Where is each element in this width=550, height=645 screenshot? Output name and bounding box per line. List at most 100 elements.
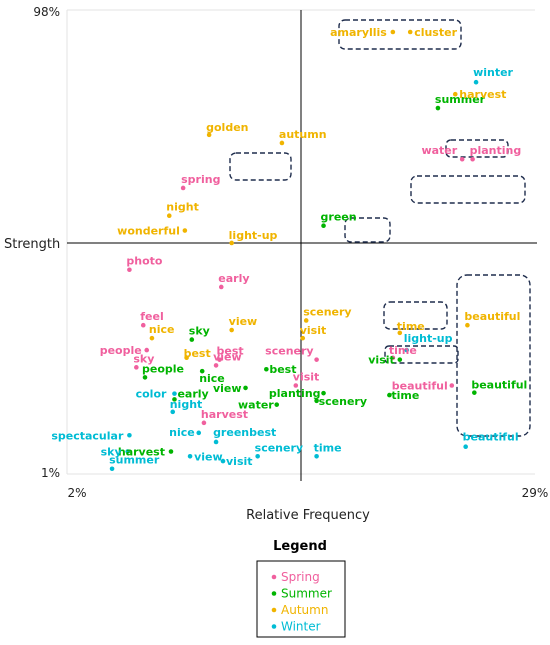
point-winter-color xyxy=(172,391,177,396)
label-winter-spectacular: spectacular xyxy=(51,429,124,442)
label-autumn-autumn: autumn xyxy=(279,128,327,141)
label-winter-summer: summer xyxy=(109,454,160,467)
x-tick-label-min: 2% xyxy=(67,486,86,500)
point-summer-harvest xyxy=(168,449,174,454)
label-winter-visit: visit xyxy=(226,455,253,468)
legend-marker-autumn xyxy=(271,607,277,613)
label-spring-early: early xyxy=(218,272,249,285)
label-summer-summer: summer xyxy=(435,93,486,106)
label-summer-time: time xyxy=(391,389,419,402)
legend-box xyxy=(256,560,346,638)
point-autumn-autumn xyxy=(279,140,285,146)
point-winter-greenbest xyxy=(213,439,219,445)
point-winter-beautiful xyxy=(463,444,468,450)
point-autumn-light-up xyxy=(229,240,234,246)
highlight-box-beautiful-column xyxy=(456,274,531,437)
label-winter-beautiful: beautiful xyxy=(463,431,519,444)
label-autumn-visit: visit xyxy=(300,324,327,337)
label-winter-view: view xyxy=(194,450,223,463)
highlight-box-water-planting xyxy=(410,175,526,204)
point-spring-sky xyxy=(134,365,139,370)
point-summer-time xyxy=(387,392,392,398)
point-winter-spectacular xyxy=(127,432,132,438)
point-winter-nice xyxy=(196,430,202,436)
label-spring-photo: photo xyxy=(126,255,163,268)
label-autumn-night: night xyxy=(166,201,199,214)
point-winter-time xyxy=(314,454,319,459)
label-summer-scenery: scenery xyxy=(319,395,367,408)
point-spring-feel xyxy=(140,322,146,328)
point-winter-light-up xyxy=(404,347,410,353)
label-summer-people: people xyxy=(142,362,184,375)
point-spring-early xyxy=(218,284,224,290)
label-spring-time: time xyxy=(389,344,417,357)
y-tick-label-max: 98% xyxy=(33,5,60,19)
label-spring-beautiful: beautiful xyxy=(392,380,448,393)
label-summer-harvest: harvest xyxy=(118,446,165,459)
highlight-boxes xyxy=(229,19,531,437)
point-spring-spring xyxy=(180,185,186,191)
point-spring-time xyxy=(390,355,396,361)
point-spring-view xyxy=(213,363,219,368)
label-summer-early: early xyxy=(177,387,208,400)
label-autumn-view: view xyxy=(229,315,258,328)
label-spring-view: view xyxy=(213,350,242,363)
label-summer-nice: nice xyxy=(199,372,225,385)
legend: Legend Spring Summer Autumn Winter xyxy=(256,539,346,638)
label-autumn-best: best xyxy=(184,347,211,360)
point-autumn-best xyxy=(184,355,189,361)
legend-label-autumn: Autumn xyxy=(281,603,328,617)
point-autumn-scenery xyxy=(303,318,309,323)
label-autumn-scenery: scenery xyxy=(303,305,351,318)
label-winter-color: color xyxy=(136,388,167,401)
point-labels: plantingwaterspringphotoearlyfeelpeoples… xyxy=(51,26,527,468)
label-spring-people: people xyxy=(100,344,142,357)
quadrant-axes xyxy=(66,9,537,481)
point-spring-water xyxy=(459,156,465,162)
point-autumn-beautiful xyxy=(465,322,470,328)
label-summer-view: view xyxy=(213,382,242,395)
point-winter-view xyxy=(187,454,193,459)
legend-label-spring: Spring xyxy=(281,570,320,584)
label-spring-sky: sky xyxy=(133,352,154,365)
label-winter-greenbest: greenbest xyxy=(213,426,276,439)
point-autumn-amaryllis xyxy=(390,29,396,35)
highlight-box-golden xyxy=(229,152,292,181)
label-winter-nice: nice xyxy=(169,426,195,439)
point-summer-view xyxy=(243,385,248,391)
highlight-box-amaryllis-cluster xyxy=(338,19,462,50)
point-autumn-harvest xyxy=(452,91,458,97)
data-points xyxy=(109,29,479,472)
label-summer-visit: visit xyxy=(368,354,395,367)
highlight-box-beautiful-spring xyxy=(384,345,459,364)
point-autumn-night xyxy=(166,213,172,218)
point-spring-scenery xyxy=(314,357,319,362)
x-axis-title: Relative Frequency xyxy=(246,508,370,523)
point-autumn-wonderful xyxy=(182,228,188,233)
highlight-box-harvest xyxy=(445,139,509,158)
point-autumn-visit xyxy=(300,335,306,341)
point-spring-visit xyxy=(293,383,299,388)
point-summer-planting xyxy=(321,390,326,396)
label-autumn-light-up: light-up xyxy=(229,229,278,242)
point-summer-early xyxy=(172,397,177,402)
point-summer-green xyxy=(321,223,326,229)
label-winter-sky: sky xyxy=(101,446,122,459)
label-autumn-golden: golden xyxy=(206,121,248,134)
point-winter-night xyxy=(170,409,176,415)
point-spring-planting xyxy=(470,156,475,162)
point-summer-beautiful xyxy=(472,390,477,395)
label-spring-water: water xyxy=(421,144,457,157)
legend-marker-summer xyxy=(271,591,277,596)
y-tick-label-min: 1% xyxy=(41,466,60,480)
point-spring-harvest xyxy=(201,420,207,426)
point-autumn-golden xyxy=(206,132,212,138)
label-autumn-amaryllis: amaryllis xyxy=(330,26,387,39)
label-spring-best: best xyxy=(217,345,244,358)
point-summer-best xyxy=(264,366,269,372)
legend-entries: Spring Summer Autumn Winter xyxy=(271,570,332,634)
point-autumn-cluster xyxy=(407,29,413,35)
point-autumn-view xyxy=(229,327,234,333)
point-spring-beautiful xyxy=(449,383,455,388)
label-summer-best: best xyxy=(269,363,296,376)
